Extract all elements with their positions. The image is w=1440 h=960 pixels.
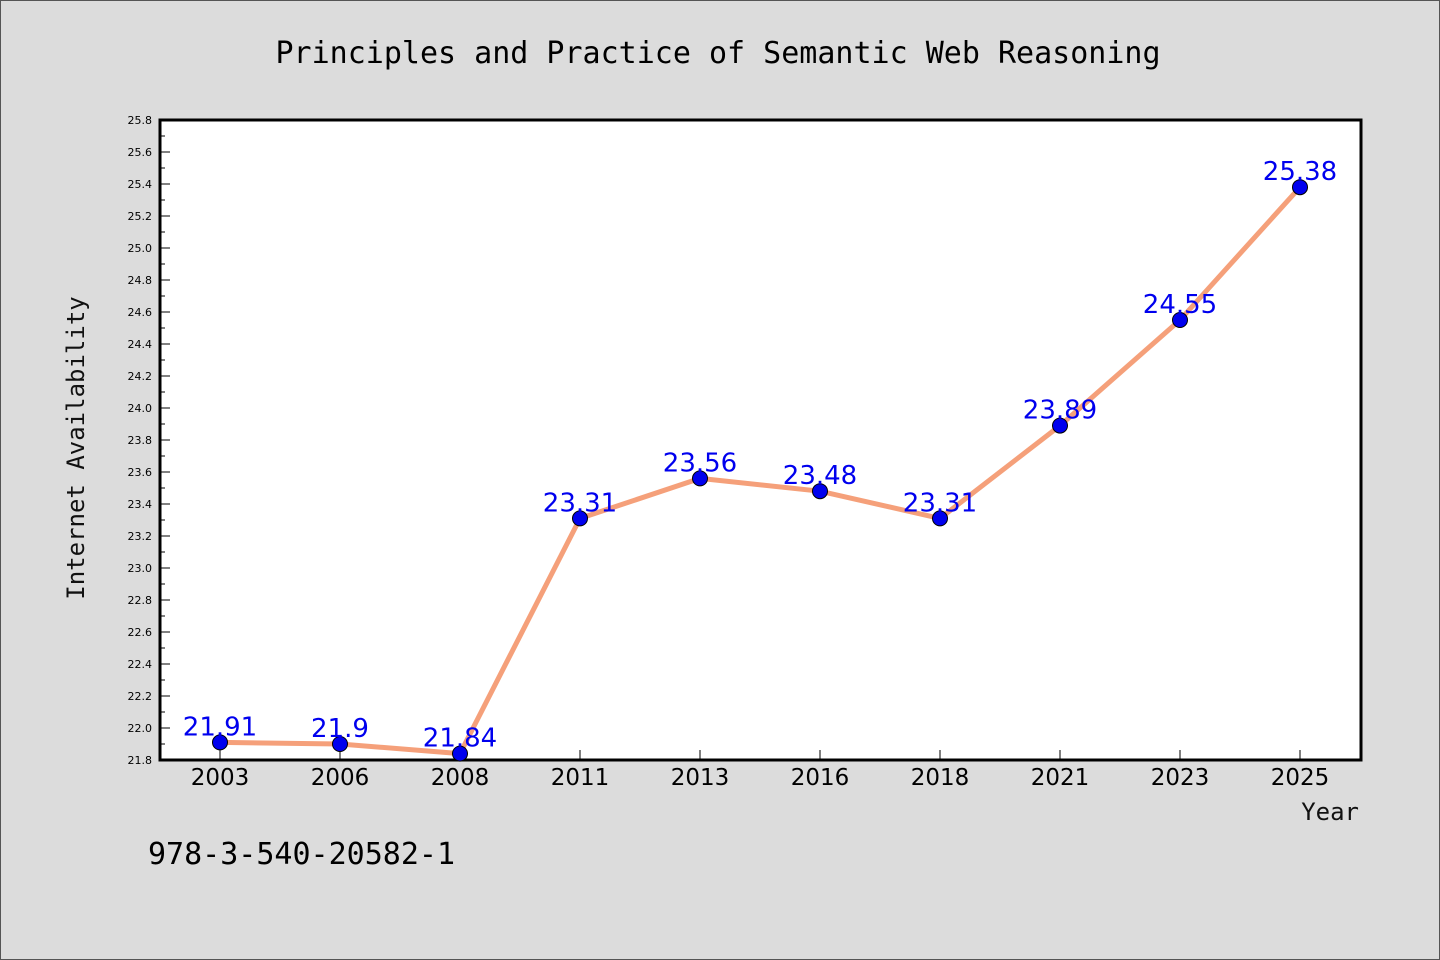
x-tick-label: 2011: [551, 765, 610, 791]
x-axis-label: Year: [1301, 798, 1359, 826]
data-point-marker: [692, 470, 708, 487]
data-labels-group: 21.91 21.9 21.84 23.31 23.56 23.48 23.31 23.89 2…: [183, 157, 1337, 753]
data-point-marker: [452, 745, 468, 762]
data-label: 23.31: [543, 488, 617, 518]
x-tick-label: 2025: [1271, 765, 1330, 791]
data-label: 23.31: [903, 488, 977, 518]
y-tick-label: 25.6: [128, 146, 153, 159]
y-tick-label: 24.6: [128, 306, 153, 319]
y-tick-label: 24.0: [128, 402, 153, 415]
plot-area: [158, 118, 1363, 762]
data-point-marker: [1292, 179, 1308, 196]
series-line-group: [212, 179, 1308, 762]
y-tick-label: 25.8: [128, 114, 153, 127]
y-tick-label: 22.4: [128, 658, 153, 671]
y-tick-label: 25.2: [128, 210, 153, 223]
series-line: [217, 184, 1303, 757]
x-tick-label: 2021: [1031, 765, 1090, 791]
data-label: 23.89: [1023, 396, 1097, 426]
x-tick-label: 2018: [911, 765, 970, 791]
data-point-marker: [932, 510, 948, 527]
y-tick-label: 22.6: [128, 626, 153, 639]
y-tick-label: 24.4: [128, 338, 153, 351]
data-point-marker: [812, 483, 828, 500]
y-tick-label: 23.0: [128, 562, 153, 575]
data-label: 23.56: [663, 448, 737, 478]
y-tick-label: 23.2: [128, 530, 153, 543]
footnote-isbn: 978-3-540-20582-1: [148, 837, 455, 872]
y-axis-ticks: 21.8 22.0 22.2 22.4 22.6 22.8 23.0 23.2 23.4 23.6…: [128, 114, 170, 767]
y-axis-label: Internet Availability: [62, 296, 90, 599]
x-axis-ticks: 2003 2006 2008 2011 2013 2016 2018 2021 2023 2025: [191, 750, 1330, 791]
y-tick-label: 23.8: [128, 434, 153, 447]
y-tick-label: 22.2: [128, 690, 153, 703]
y-tick-label: 21.8: [128, 754, 153, 767]
chart-title: Principles and Practice of Semantic Web …: [275, 36, 1160, 71]
data-point-marker: [332, 736, 348, 752]
y-tick-label: 22.0: [128, 722, 153, 735]
y-tick-label: 25.4: [128, 178, 153, 191]
y-tick-label: 23.4: [128, 498, 153, 511]
y-tick-label: 24.2: [128, 370, 153, 383]
y-tick-label: 22.8: [128, 594, 153, 607]
data-label: 24.55: [1143, 290, 1217, 320]
x-tick-label: 2023: [1151, 765, 1210, 791]
data-label: 21.91: [183, 712, 257, 742]
x-tick-label: 2003: [191, 765, 250, 791]
data-label: 23.48: [783, 461, 857, 491]
data-label: 25.38: [1263, 157, 1337, 187]
x-tick-label: 2006: [311, 765, 370, 791]
x-tick-label: 2008: [431, 765, 490, 791]
x-tick-label: 2016: [791, 765, 850, 791]
data-point-marker: [572, 510, 588, 527]
y-tick-label: 24.8: [128, 274, 153, 287]
y-tick-label: 23.6: [128, 466, 153, 479]
x-tick-label: 2013: [671, 765, 730, 791]
data-point-marker: [1052, 417, 1068, 434]
data-label: 21.9: [311, 714, 369, 744]
data-label: 21.84: [423, 724, 497, 754]
data-point-marker: [1172, 312, 1188, 328]
data-point-marker: [212, 734, 228, 751]
y-tick-label: 25.0: [128, 242, 153, 255]
